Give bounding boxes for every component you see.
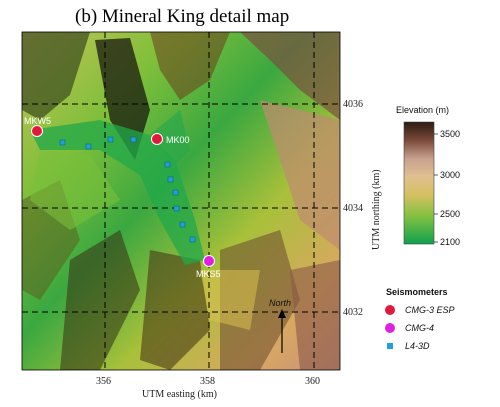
colorbar-title: Elevation (m) bbox=[396, 105, 449, 115]
colorbar-tick-3000: 3000 bbox=[440, 170, 460, 180]
l4-3d-marker bbox=[189, 236, 196, 243]
station-mk00-label: MK00 bbox=[166, 135, 190, 145]
legend-l43d-label: L4-3D bbox=[405, 341, 430, 351]
station-mkw5-label: MKW5 bbox=[24, 116, 51, 126]
elevation-colorbar: Elevation (m) 3500 3000 2500 2100 bbox=[396, 105, 460, 247]
colorbar-tick-2100: 2100 bbox=[440, 237, 460, 247]
terrain-map bbox=[22, 32, 340, 370]
l4-3d-marker bbox=[172, 189, 179, 196]
l4-3d-marker bbox=[130, 136, 137, 143]
map-title: (b) Mineral King detail map bbox=[75, 6, 290, 27]
legend-l43d-marker bbox=[387, 343, 393, 349]
x-tick-356: 356 bbox=[96, 376, 111, 387]
l4-3d-marker bbox=[107, 136, 114, 143]
x-axis-label: UTM easting (km) bbox=[142, 389, 217, 400]
colorbar-tick-2500: 2500 bbox=[440, 209, 460, 219]
north-arrow-label: North bbox=[269, 298, 291, 308]
y-axis-label: UTM northing (km) bbox=[371, 169, 382, 250]
colorbar-tick-3500: 3500 bbox=[440, 129, 460, 139]
north-arrow: North bbox=[269, 298, 291, 353]
station-mks5-marker bbox=[203, 255, 215, 267]
l4-3d-marker bbox=[179, 221, 186, 228]
l4-3d-marker bbox=[173, 205, 180, 212]
y-tick-4036: 4036 bbox=[343, 99, 363, 110]
station-mks5-label: MKS5 bbox=[196, 269, 221, 279]
l4-3d-marker bbox=[164, 161, 171, 168]
legend-cmg3-marker bbox=[385, 305, 395, 315]
utm-grid bbox=[22, 32, 340, 370]
legend-cmg4-label: CMG-4 bbox=[405, 323, 434, 333]
l4-3d-stations bbox=[59, 136, 196, 243]
l4-3d-marker bbox=[85, 143, 92, 150]
station-mkw5-marker bbox=[31, 125, 43, 137]
station-mk00-marker bbox=[151, 133, 163, 145]
l4-3d-marker bbox=[167, 176, 174, 183]
l4-3d-marker bbox=[59, 139, 66, 146]
north-arrow-icon bbox=[278, 309, 286, 318]
y-tick-4034: 4034 bbox=[343, 203, 363, 214]
x-tick-358: 358 bbox=[200, 376, 215, 387]
x-tick-360: 360 bbox=[305, 376, 320, 387]
legend-title: Seismometers bbox=[386, 287, 448, 297]
y-tick-4032: 4032 bbox=[343, 307, 363, 318]
legend-cmg3-label: CMG-3 ESP bbox=[405, 305, 455, 315]
seismometer-legend: Seismometers CMG-3 ESP CMG-4 L4-3D bbox=[385, 287, 455, 351]
map-frame bbox=[21, 31, 341, 371]
legend-cmg4-marker bbox=[385, 323, 395, 333]
